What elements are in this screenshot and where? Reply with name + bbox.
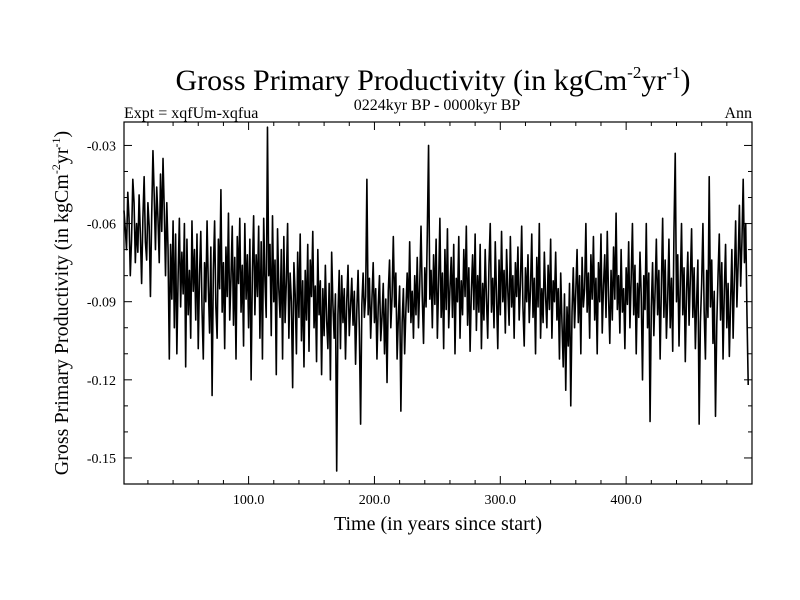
x-axis-label: Time (in years since start) (334, 513, 542, 535)
y-tick-label: -0.03 (87, 139, 116, 154)
plot-frame (123, 121, 753, 485)
season-label: Ann (724, 105, 752, 122)
y-tick-label: -0.09 (87, 296, 116, 311)
gpp-series-line (123, 126, 750, 472)
y-tick-label: -0.06 (87, 218, 116, 233)
x-tick-label: 100.0 (233, 493, 265, 508)
x-axis: 100.0 200.0 300.0 400.0 (147, 122, 728, 508)
y-axis-label: Gross Primary Productivity (in kgCm-2yr-… (49, 131, 73, 475)
y-tick-label: -0.12 (87, 374, 116, 389)
x-tick-label: 200.0 (359, 493, 391, 508)
experiment-label: Expt = xqfUm-xqfua (124, 105, 258, 122)
chart-title: Gross Primary Productivity (in kgCm-2yr-… (176, 63, 691, 97)
y-tick-label: -0.15 (87, 452, 116, 467)
x-tick-label: 400.0 (610, 493, 642, 508)
x-tick-label: 300.0 (485, 493, 517, 508)
y-axis: -0.03 -0.06 -0.09 -0.12 -0.15 (87, 139, 752, 467)
time-range-label: 0224kyr BP - 0000kyr BP (354, 97, 521, 114)
